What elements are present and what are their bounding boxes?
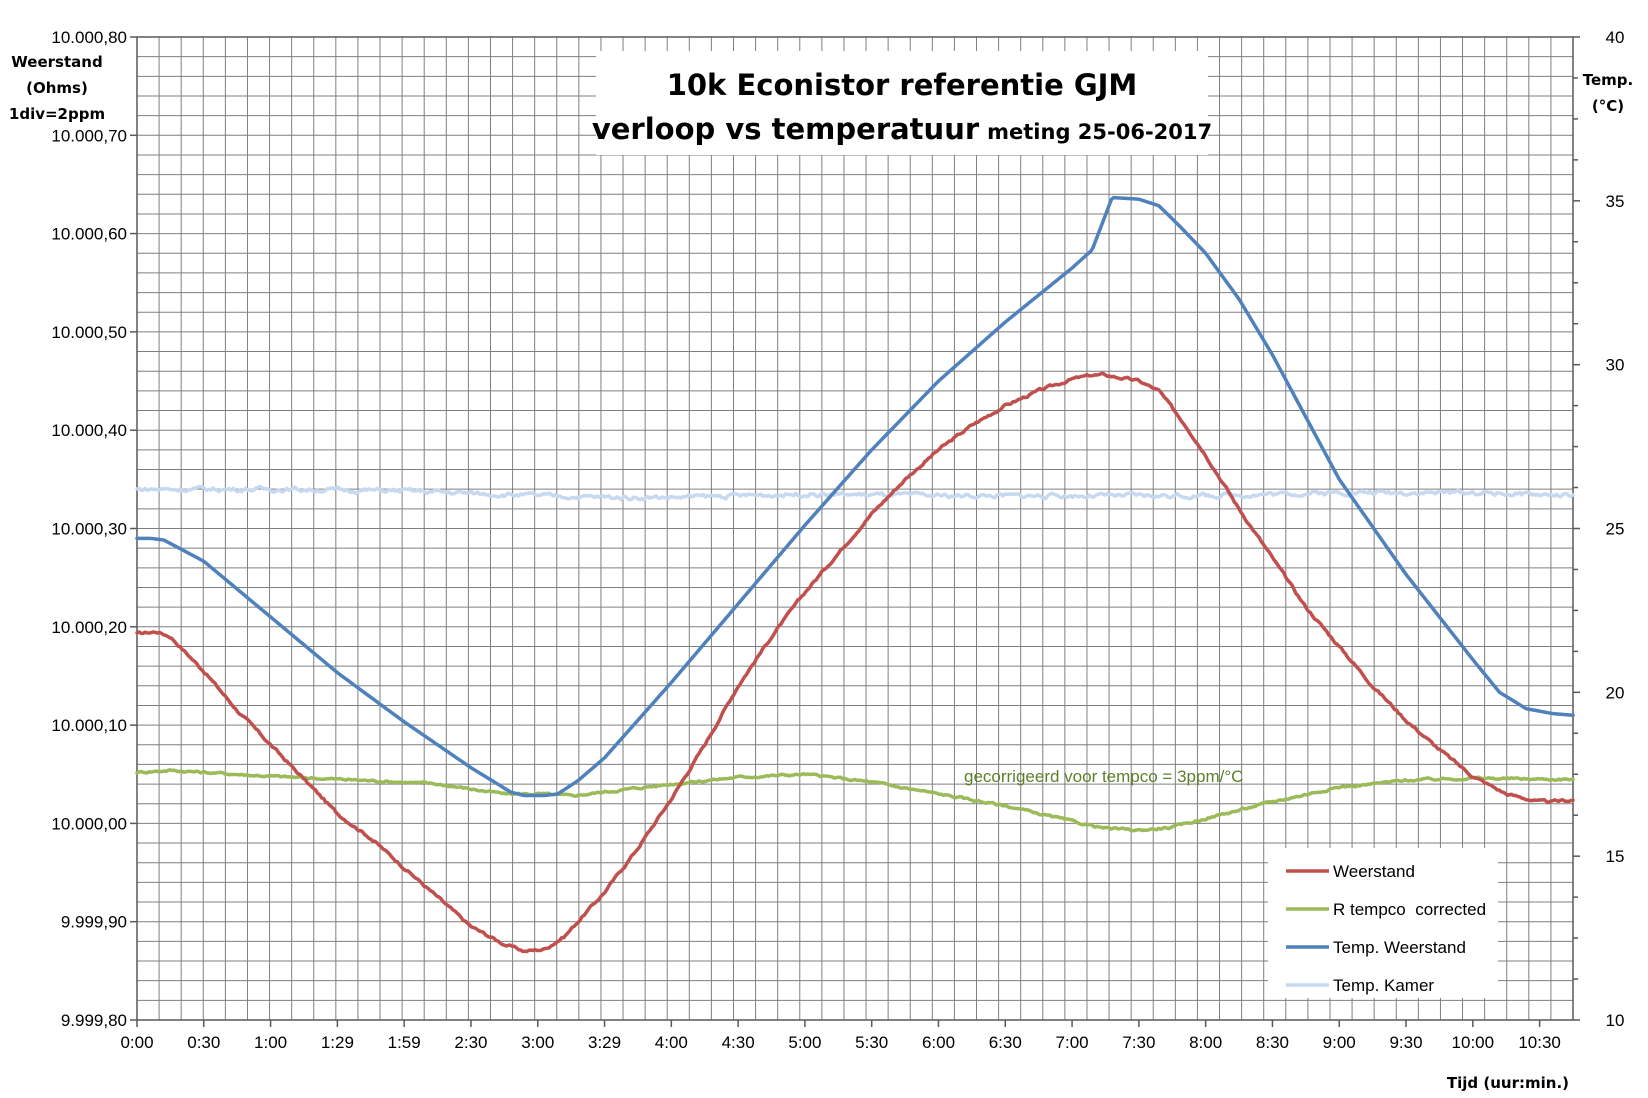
legend-label-temp-weerstand: Temp. Weerstand [1333,938,1466,957]
y-tick-label: 9.999,80 [61,1011,127,1030]
y-tick-label: 10.000,60 [51,225,127,244]
y-tick-label: 10.000,30 [51,520,127,539]
y-tick-label: 10.000,70 [51,126,127,145]
chart-title-line1: 10k Econistor referentie GJM [667,68,1138,102]
legend: Weerstand R tempco corrected Temp. Weers… [1268,848,1498,998]
y-tick-label: 10.000,40 [51,421,127,440]
legend-label-r-tempco-corrected: R tempco corrected [1333,900,1486,919]
series-line-temp-kamer [135,484,1575,502]
y2-axis-title-line1: Temp. [1583,71,1633,89]
y2-tick-label: 40 [1606,28,1625,47]
x-tick-label: 7:00 [1056,1033,1089,1052]
x-tick-label: 8:00 [1189,1033,1222,1052]
y-axis-title-line3: 1div=2ppm [9,105,105,123]
legend-label-weerstand: Weerstand [1333,862,1415,881]
x-tick-label: 5:00 [788,1033,821,1052]
x-tick-label: 0:00 [120,1033,153,1052]
series-line-r-tempco-corrected [135,767,1575,833]
chart-title-box: 10k Econistor referentie GJM verloop vs … [592,51,1212,155]
x-tick-label: 3:29 [588,1033,621,1052]
y-axis-title-line1: Weerstand [11,53,102,71]
legend-background [1268,848,1498,998]
x-tick-label: 9:30 [1389,1033,1422,1052]
chart-title-sub: meting 25-06-2017 [987,120,1212,144]
y-tick-label: 10.000,80 [51,28,127,47]
y2-tick-label: 10 [1606,1011,1625,1030]
x-tick-label: 3:00 [521,1033,554,1052]
legend-label-temp-kamer: Temp. Kamer [1333,976,1434,995]
x-tick-label: 6:00 [922,1033,955,1052]
series-line-temp-weerstand [135,195,1575,798]
x-tick-label: 5:30 [855,1033,888,1052]
y2-tick-label: 35 [1606,192,1625,211]
x-tick-label: 4:30 [722,1033,755,1052]
x-tick-label: 0:30 [187,1033,220,1052]
y2-axis-title-line2: (°C) [1592,97,1624,115]
x-tick-label: 6:30 [989,1033,1022,1052]
y2-tick-label: 20 [1606,683,1625,702]
y2-tick-label: 25 [1606,520,1625,539]
y-tick-label: 10.000,20 [51,618,127,637]
x-tick-label: 2:30 [454,1033,487,1052]
x-tick-label: 7:30 [1122,1033,1155,1052]
chart-title-main: verloop vs temperatuur [592,112,980,146]
y-tick-label: 10.000,00 [51,814,127,833]
x-tick-label: 1:29 [321,1033,354,1052]
x-tick-label: 1:00 [254,1033,287,1052]
y2-tick-label: 30 [1606,356,1625,375]
x-tick-label: 1:59 [388,1033,421,1052]
chart-title-line2: verloop vs temperatuur meting 25-06-2017 [592,112,1212,146]
series-lines [135,195,1575,954]
tempco-annotation: gecorrigeerd voor tempco = 3ppm/°C [964,767,1243,786]
y-tick-label: 10.000,10 [51,716,127,735]
x-tick-label: 10:00 [1452,1033,1495,1052]
series-line-weerstand [135,371,1575,954]
x-tick-label: 10:30 [1518,1033,1561,1052]
y2-tick-label: 15 [1606,847,1625,866]
y-axis-title-line2: (Ohms) [26,79,88,97]
x-tick-label: 8:30 [1256,1033,1289,1052]
axes: 9.999,80 9.999,90 10.000,00 10.000,10 10.000… [51,28,1624,1052]
y-tick-label: 9.999,90 [61,913,127,932]
x-axis-title: Tijd (uur:min.) [1447,1074,1569,1092]
title-background [596,51,1208,155]
y-tick-label: 10.000,50 [51,323,127,342]
x-tick-label: 9:00 [1323,1033,1356,1052]
x-tick-label: 4:00 [655,1033,688,1052]
